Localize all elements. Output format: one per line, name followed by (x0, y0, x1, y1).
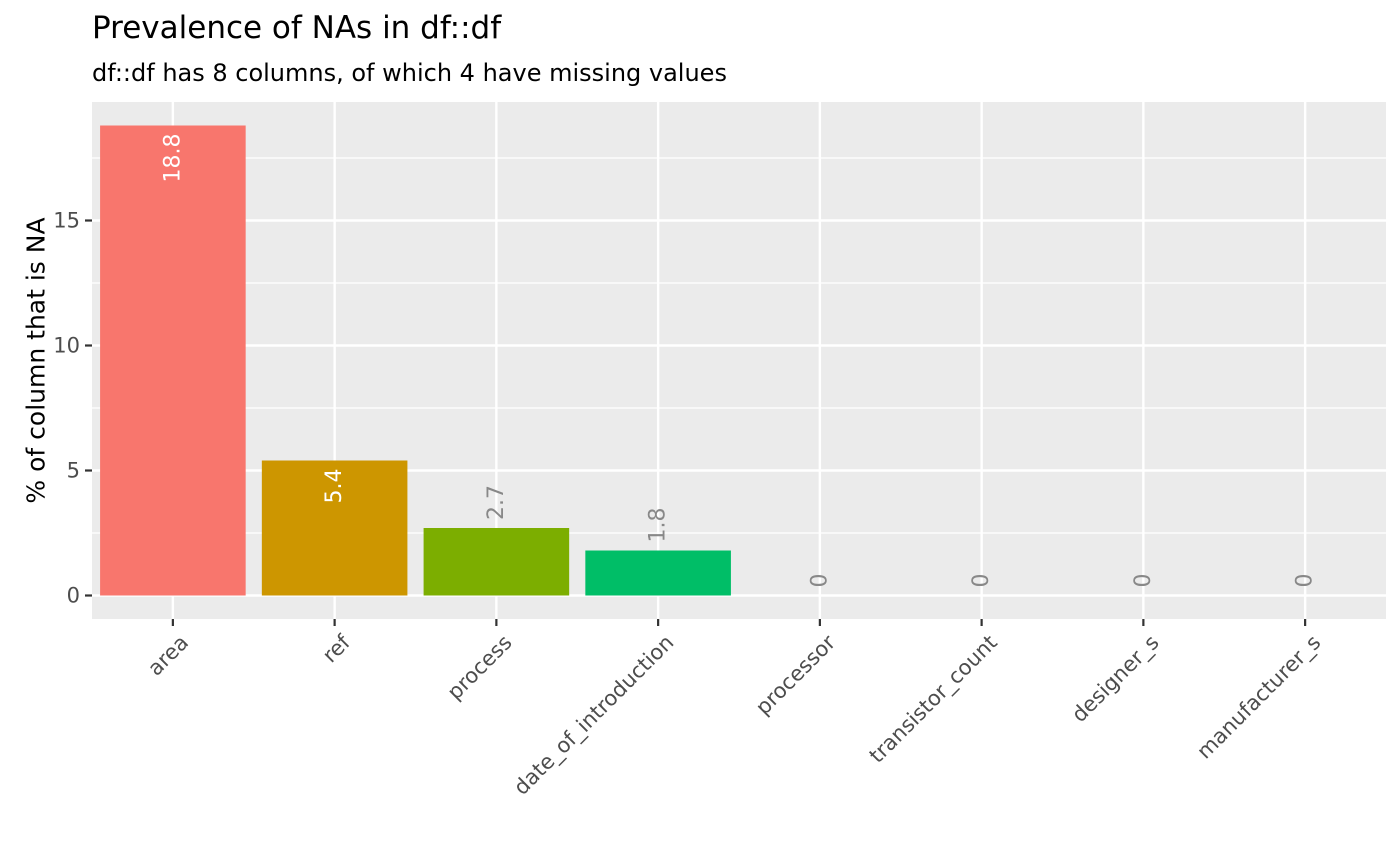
bar-value-label: 0 (969, 574, 994, 588)
y-axis: 0 5 10 15 (53, 209, 92, 608)
y-axis-label: % of column that is NA (22, 217, 51, 503)
bar-value-label: 2.7 (484, 485, 509, 520)
chart-title: Prevalence of NAs in df::df (92, 10, 502, 46)
x-tick-label: transistor_count (865, 630, 1003, 768)
bar-value-label: 0 (1131, 574, 1156, 588)
bar-area (100, 125, 246, 596)
x-tick-label: area (143, 630, 193, 680)
y-tick-label: 10 (53, 334, 80, 358)
bar-date_of_introduction (585, 550, 731, 596)
bars (100, 125, 731, 596)
x-tick-label: ref (318, 630, 356, 668)
x-tick-label: processor (751, 630, 840, 719)
y-tick-label: 5 (67, 459, 80, 483)
y-tick-label: 15 (53, 209, 80, 233)
bar-ref (261, 460, 408, 596)
bar-value-label: 5.4 (322, 469, 347, 504)
bar-value-label: 18.8 (160, 134, 185, 183)
bar-value-label: 0 (807, 574, 832, 588)
y-tick-label: 0 (67, 584, 80, 608)
bar-process (423, 528, 570, 596)
x-tick-label: designer_s (1067, 630, 1164, 727)
bar-value-label: 0 (1293, 574, 1318, 588)
x-tick-label: process (443, 630, 517, 704)
chart-subtitle: df::df has 8 columns, of which 4 have mi… (92, 59, 727, 87)
bar-value-labels: 18.8 5.4 2.7 1.8 0 0 0 0 (160, 134, 1317, 588)
bar-value-label: 1.8 (646, 508, 671, 543)
x-tick-label: manufacturer_s (1192, 630, 1326, 764)
x-tick-label: date_of_introduction (509, 630, 679, 800)
